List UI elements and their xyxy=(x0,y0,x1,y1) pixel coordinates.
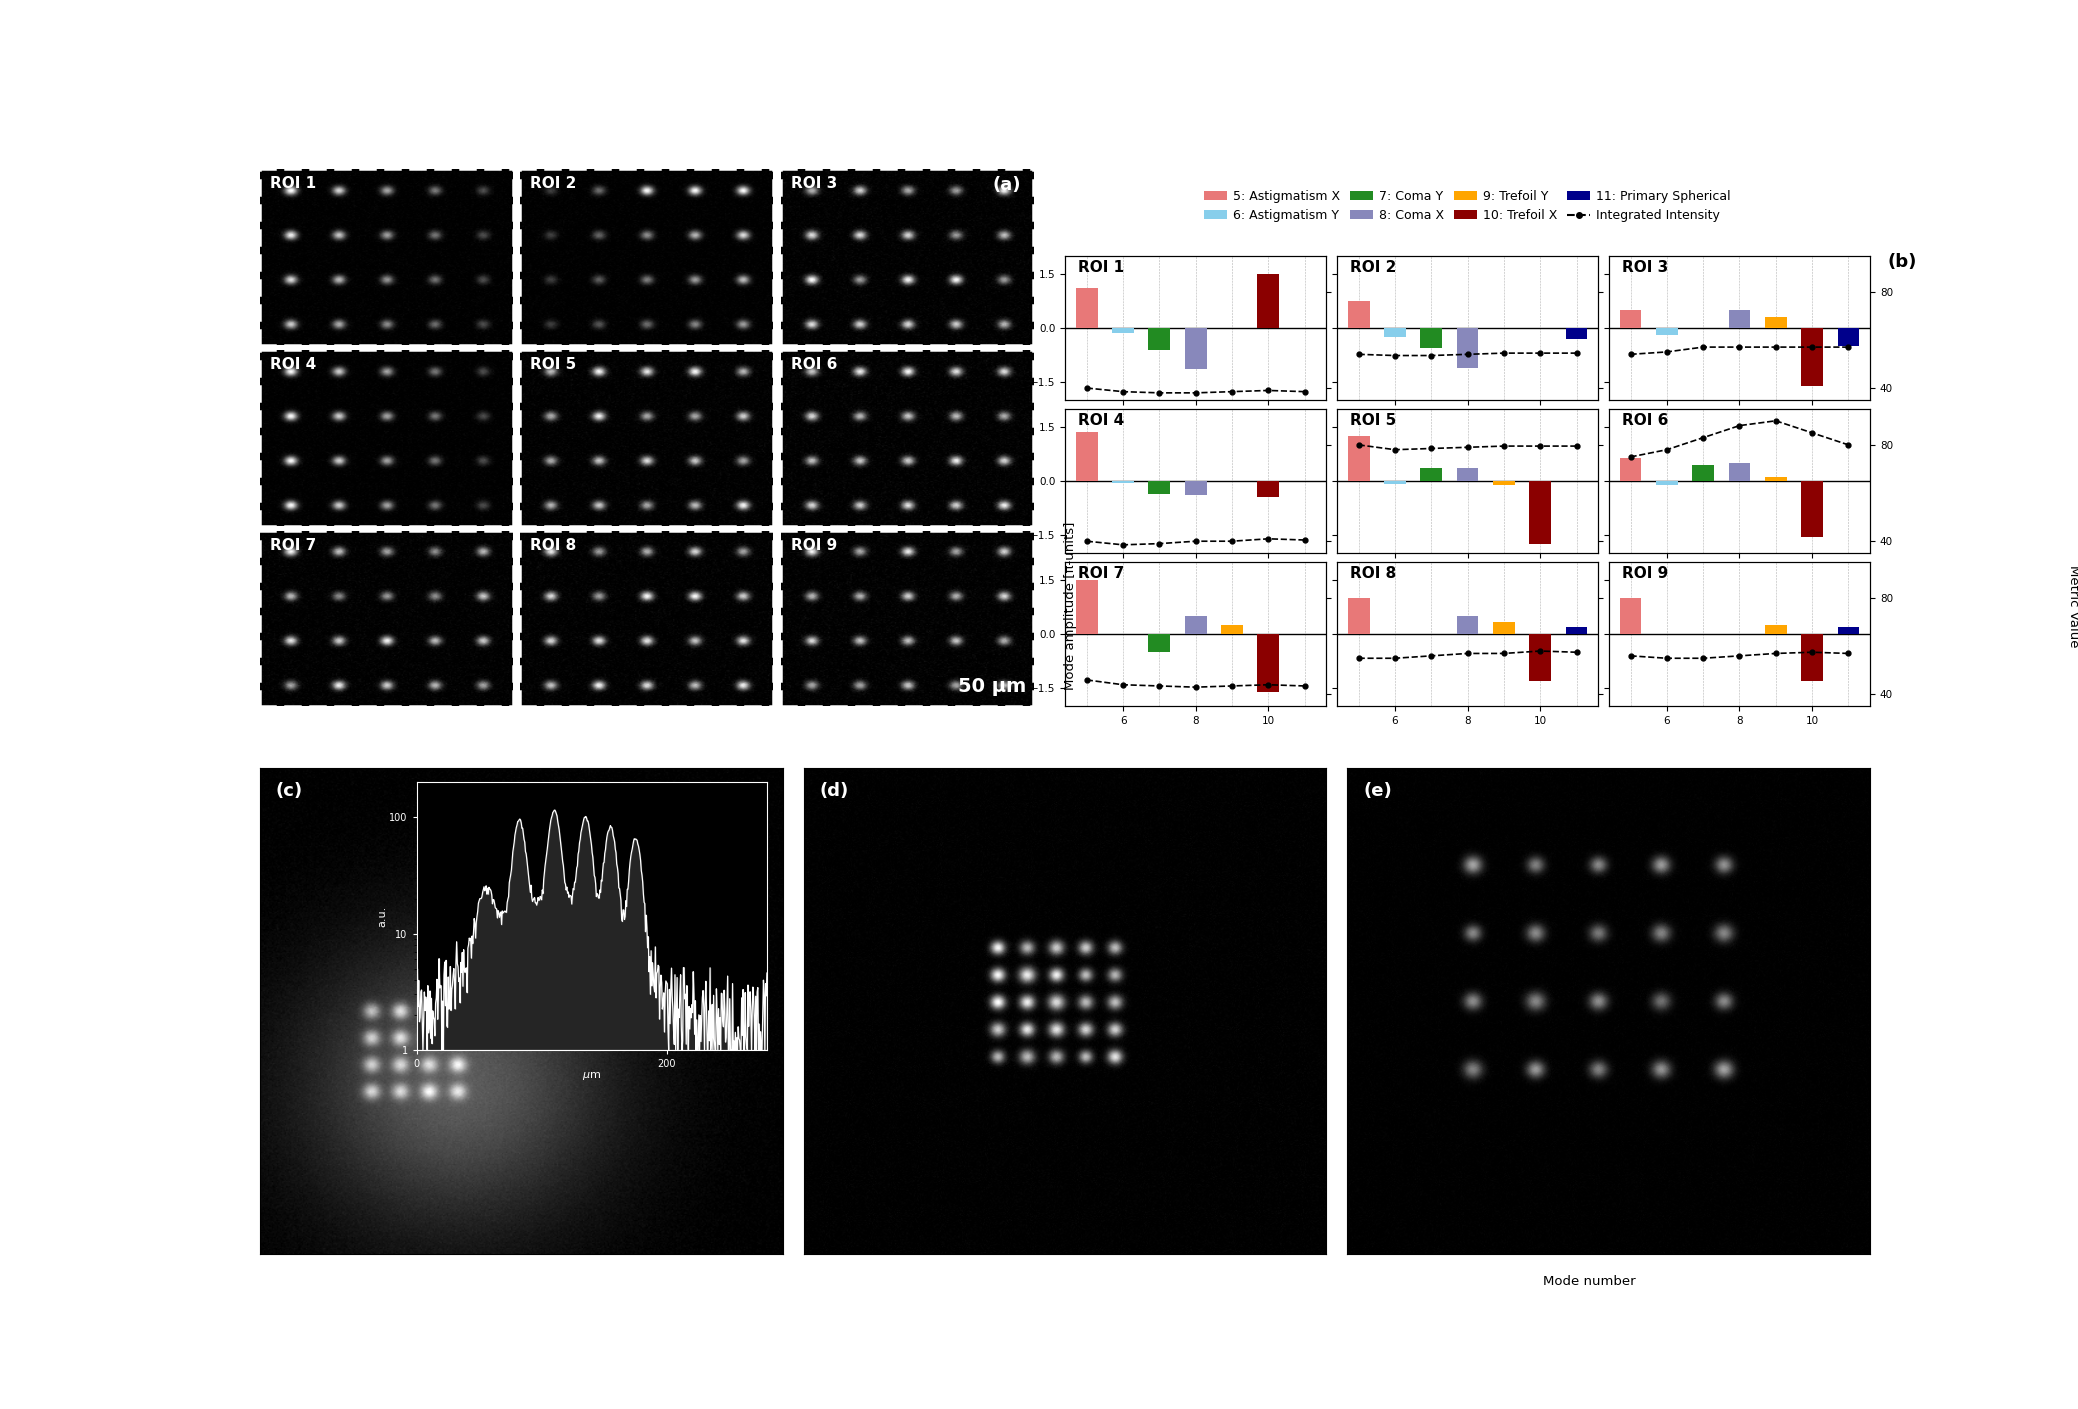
Bar xyxy=(1656,328,1677,335)
Bar xyxy=(1257,634,1280,692)
Text: ROI 2: ROI 2 xyxy=(530,176,578,192)
Text: ROI 1: ROI 1 xyxy=(1078,259,1124,275)
Text: (b): (b) xyxy=(1889,252,1918,271)
Text: Mode number: Mode number xyxy=(1544,1275,1635,1288)
Text: ROI 6: ROI 6 xyxy=(1621,413,1669,428)
Text: ROI 9: ROI 9 xyxy=(1621,566,1669,582)
Bar xyxy=(1349,597,1369,634)
Bar xyxy=(1112,328,1135,334)
Bar xyxy=(1384,328,1407,337)
Text: ROI 5: ROI 5 xyxy=(530,356,576,372)
Text: ROI 3: ROI 3 xyxy=(1621,259,1669,275)
Bar xyxy=(1764,476,1787,480)
Bar xyxy=(1764,626,1787,634)
Text: Mode amplitude [π-units]: Mode amplitude [π-units] xyxy=(1064,521,1076,690)
Text: Metric Value: Metric Value xyxy=(2068,565,2078,647)
Text: ROI 1: ROI 1 xyxy=(270,176,316,192)
Bar xyxy=(1384,480,1407,483)
Bar xyxy=(1184,328,1207,369)
Bar xyxy=(1457,468,1477,480)
Bar xyxy=(1619,458,1642,480)
Bar xyxy=(1076,581,1097,634)
Bar xyxy=(1492,480,1515,485)
Bar xyxy=(1349,435,1369,480)
Text: (e): (e) xyxy=(1363,782,1392,800)
Legend: 5: Astigmatism X, 6: Astigmatism Y, 7: Coma Y, 8: Coma X, 9: Trefoil Y, 10: Tref: 5: Astigmatism X, 6: Astigmatism Y, 7: C… xyxy=(1201,186,1735,225)
Bar xyxy=(1529,634,1550,681)
Text: 50 μm: 50 μm xyxy=(958,676,1027,696)
Bar xyxy=(1222,626,1243,634)
Text: ROI 7: ROI 7 xyxy=(270,538,316,552)
Bar xyxy=(1457,616,1477,634)
Text: ROI 3: ROI 3 xyxy=(792,176,837,192)
Text: ROI 6: ROI 6 xyxy=(792,356,837,372)
Bar xyxy=(1149,328,1170,349)
Bar xyxy=(1656,480,1677,485)
Text: (c): (c) xyxy=(276,782,303,800)
Bar xyxy=(1691,465,1714,480)
Bar xyxy=(1529,480,1550,544)
Bar xyxy=(1764,317,1787,328)
Bar xyxy=(1619,597,1642,634)
Bar xyxy=(1112,480,1135,483)
Text: ROI 5: ROI 5 xyxy=(1351,413,1396,428)
Bar xyxy=(1184,616,1207,634)
Bar xyxy=(1076,433,1097,480)
Bar xyxy=(1802,480,1822,537)
Bar xyxy=(1837,328,1860,345)
Bar xyxy=(1802,634,1822,681)
Text: ROI 8: ROI 8 xyxy=(1351,566,1396,582)
Bar xyxy=(1349,300,1369,328)
Bar xyxy=(1421,328,1442,348)
Text: ROI 4: ROI 4 xyxy=(270,356,316,372)
Bar xyxy=(1492,621,1515,634)
Bar xyxy=(1149,480,1170,493)
Bar xyxy=(1184,480,1207,496)
Text: ROI 9: ROI 9 xyxy=(792,538,837,552)
Bar xyxy=(1837,627,1860,634)
Bar xyxy=(1619,310,1642,328)
Bar xyxy=(1149,634,1170,652)
Bar xyxy=(1565,627,1588,634)
Bar xyxy=(1729,464,1750,480)
Bar xyxy=(1729,310,1750,328)
Text: ROI 2: ROI 2 xyxy=(1351,259,1396,275)
Bar xyxy=(1421,468,1442,480)
Bar xyxy=(1802,328,1822,386)
Bar xyxy=(1257,480,1280,497)
Bar xyxy=(1076,287,1097,328)
Bar xyxy=(1457,328,1477,368)
Text: ROI 4: ROI 4 xyxy=(1078,413,1124,428)
Text: (d): (d) xyxy=(819,782,848,800)
Bar xyxy=(1257,273,1280,328)
Text: (a): (a) xyxy=(993,176,1020,194)
Bar xyxy=(1565,328,1588,338)
Text: ROI 8: ROI 8 xyxy=(530,538,576,552)
Text: ROI 7: ROI 7 xyxy=(1078,566,1124,582)
